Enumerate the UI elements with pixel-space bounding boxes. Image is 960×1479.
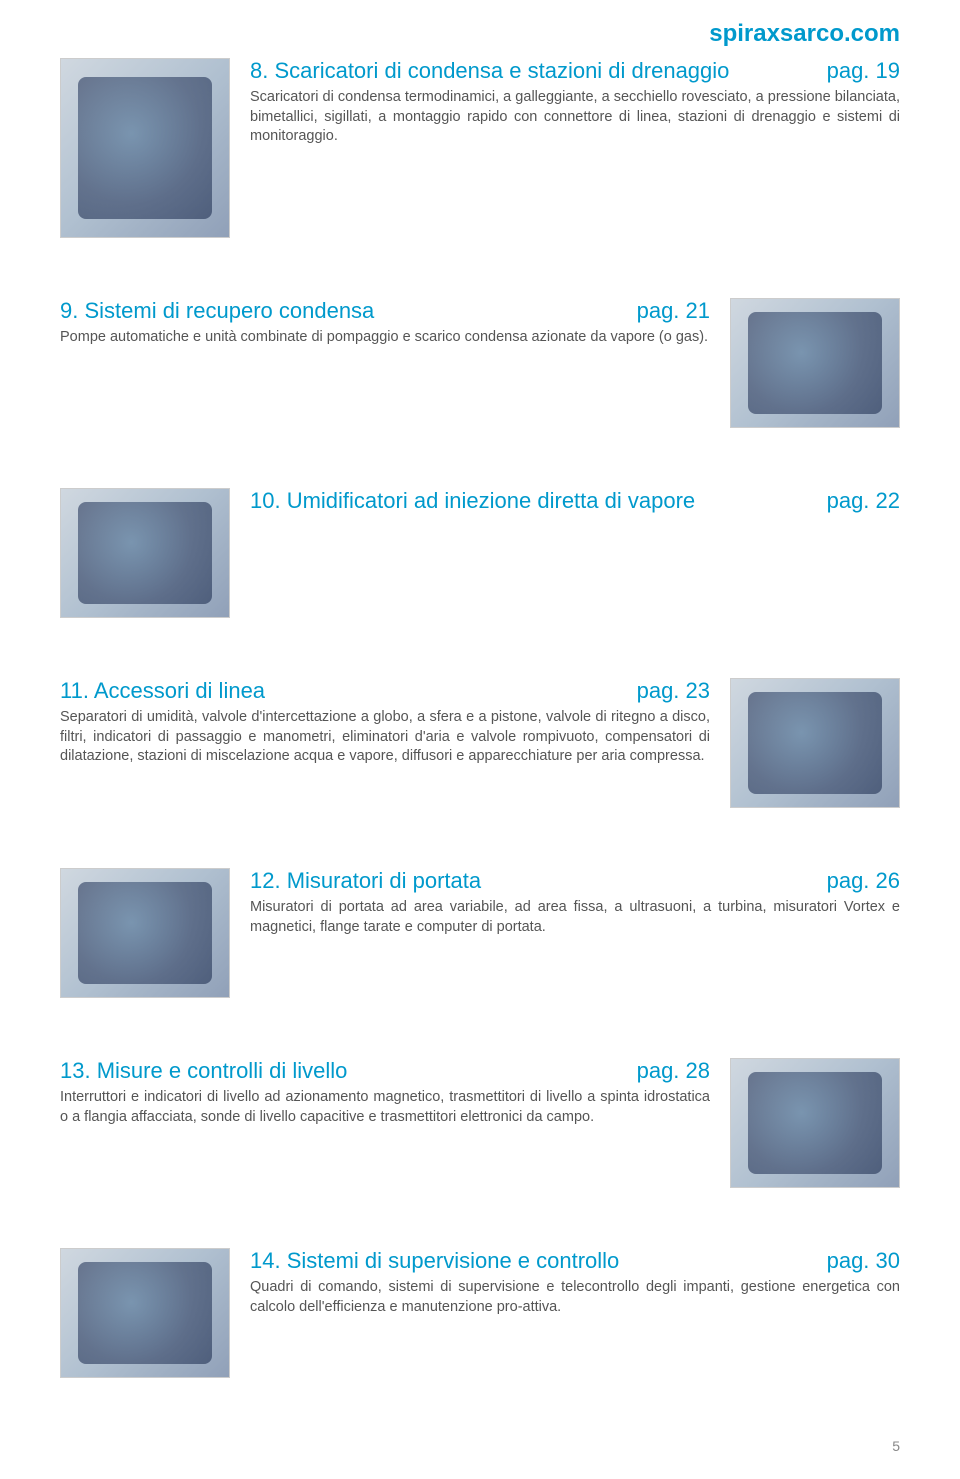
page-reference: pag. 26 <box>827 868 900 894</box>
catalog-section: 13. Misure e controlli di livello pag. 28… <box>60 1058 900 1188</box>
section-title[interactable]: 13. Misure e controlli di livello <box>60 1058 347 1084</box>
section-text: 11. Accessori di linea pag. 23 Separatori … <box>60 678 710 767</box>
catalog-section: 9. Sistemi di recupero condensa pag. 21 Po… <box>60 298 900 428</box>
section-title[interactable]: 11. Accessori di linea <box>60 678 265 704</box>
section-description: Misuratori di portata ad area variabile,… <box>250 898 900 937</box>
section-title[interactable]: 10. Umidificatori ad iniezione diretta d… <box>250 488 695 514</box>
title-row: 9. Sistemi di recupero condensa pag. 21 <box>60 298 710 324</box>
catalog-section: 8. Scaricatori di condensa e stazioni di… <box>60 58 900 238</box>
catalog-section: 11. Accessori di linea pag. 23 Separatori … <box>60 678 900 808</box>
image-placeholder <box>748 1072 882 1174</box>
section-description: Pompe automatiche e unità combinate di p… <box>60 328 710 348</box>
section-title[interactable]: 8. Scaricatori di condensa e stazioni di… <box>250 58 729 84</box>
image-placeholder <box>78 1262 212 1364</box>
section-title[interactable]: 12. Misuratori di portata <box>250 868 481 894</box>
catalog-section: 14. Sistemi di supervisione e controllo p… <box>60 1248 900 1378</box>
section-text: 14. Sistemi di supervisione e controllo p… <box>250 1248 900 1317</box>
page-reference: pag. 21 <box>637 298 710 324</box>
page-reference: pag. 22 <box>827 488 900 514</box>
catalog-section: 10. Umidificatori ad iniezione diretta d… <box>60 488 900 618</box>
page-reference: pag. 30 <box>827 1248 900 1274</box>
page-reference: pag. 19 <box>827 58 900 84</box>
product-image <box>60 488 230 618</box>
product-image <box>60 868 230 998</box>
page-reference: pag. 23 <box>637 678 710 704</box>
title-row: 12. Misuratori di portata pag. 26 <box>250 868 900 894</box>
section-description: Scaricatori di condensa termodinamici, a… <box>250 88 900 147</box>
section-title[interactable]: 14. Sistemi di supervisione e controllo <box>250 1248 619 1274</box>
section-title[interactable]: 9. Sistemi di recupero condensa <box>60 298 374 324</box>
section-text: 13. Misure e controlli di livello pag. 28… <box>60 1058 710 1127</box>
title-row: 14. Sistemi di supervisione e controllo p… <box>250 1248 900 1274</box>
image-placeholder <box>78 77 212 219</box>
section-description: Quadri di comando, sistemi di supervisio… <box>250 1278 900 1317</box>
title-row: 8. Scaricatori di condensa e stazioni di… <box>250 58 900 84</box>
section-text: 12. Misuratori di portata pag. 26 Misurato… <box>250 868 900 937</box>
section-description: Interruttori e indicatori di livello ad … <box>60 1088 710 1127</box>
image-placeholder <box>78 502 212 604</box>
title-row: 13. Misure e controlli di livello pag. 28 <box>60 1058 710 1084</box>
sections-list: 8. Scaricatori di condensa e stazioni di… <box>60 58 900 1378</box>
page-number: 5 <box>60 1438 900 1454</box>
section-text: 10. Umidificatori ad iniezione diretta d… <box>250 488 900 518</box>
section-description: Separatori di umidità, valvole d'interce… <box>60 708 710 767</box>
section-text: 9. Sistemi di recupero condensa pag. 21 Po… <box>60 298 710 348</box>
product-image <box>60 1248 230 1378</box>
section-text: 8. Scaricatori di condensa e stazioni di… <box>250 58 900 147</box>
image-placeholder <box>78 882 212 984</box>
title-row: 10. Umidificatori ad iniezione diretta d… <box>250 488 900 514</box>
product-image <box>60 58 230 238</box>
title-row: 11. Accessori di linea pag. 23 <box>60 678 710 704</box>
site-header-link[interactable]: spiraxsarco.com <box>60 20 900 48</box>
product-image <box>730 298 900 428</box>
product-image <box>730 678 900 808</box>
catalog-section: 12. Misuratori di portata pag. 26 Misurato… <box>60 868 900 998</box>
image-placeholder <box>748 692 882 794</box>
image-placeholder <box>748 312 882 414</box>
page-reference: pag. 28 <box>637 1058 710 1084</box>
product-image <box>730 1058 900 1188</box>
